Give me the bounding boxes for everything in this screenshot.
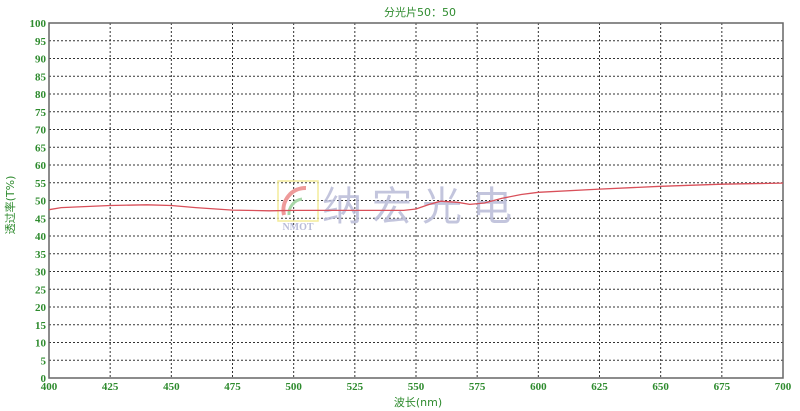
series-line bbox=[48, 182, 784, 212]
x-tick-label: 500 bbox=[285, 381, 302, 393]
x-axis-label: 波长(nm) bbox=[394, 396, 442, 409]
x-tick-label: 400 bbox=[41, 381, 58, 393]
x-tick-label: 550 bbox=[408, 381, 425, 393]
y-tick-label: 65 bbox=[35, 142, 47, 154]
y-tick-label: 50 bbox=[35, 196, 47, 208]
y-tick-label: 95 bbox=[35, 36, 47, 48]
y-tick-label: 35 bbox=[35, 249, 47, 261]
y-tick-label: 15 bbox=[35, 320, 47, 332]
y-tick-label: 60 bbox=[35, 160, 47, 172]
y-axis-label: 透过率(T%) bbox=[3, 176, 17, 235]
x-tick-label: 600 bbox=[530, 381, 547, 393]
x-tick-label: 650 bbox=[652, 381, 669, 393]
x-tick-label: 475 bbox=[224, 381, 241, 393]
y-tick-label: 80 bbox=[35, 89, 47, 101]
y-tick-label: 30 bbox=[35, 267, 47, 279]
x-tick-label: 525 bbox=[347, 381, 364, 393]
chart-title: 分光片50：50 bbox=[384, 5, 456, 19]
watermark-text: 纳宏光电 bbox=[322, 184, 522, 230]
x-tick-label: 425 bbox=[102, 381, 119, 393]
y-tick-label: 20 bbox=[35, 302, 47, 314]
watermark-logo-arc bbox=[287, 197, 303, 216]
y-tick-label: 25 bbox=[35, 284, 47, 296]
y-tick-label: 10 bbox=[35, 338, 47, 350]
y-tick-label: 85 bbox=[35, 71, 47, 83]
y-tick-label: 70 bbox=[35, 125, 47, 137]
y-tick-label: 45 bbox=[35, 213, 47, 225]
x-tick-label: 700 bbox=[775, 381, 792, 393]
y-tick-label: 55 bbox=[35, 178, 47, 190]
y-tick-label: 0 bbox=[41, 373, 47, 385]
y-tick-label: 40 bbox=[35, 231, 47, 243]
x-tick-label: 675 bbox=[714, 381, 731, 393]
watermark: NMOT 纳宏光电 bbox=[277, 180, 522, 233]
watermark-nmot: NMOT bbox=[282, 222, 313, 233]
x-tick-label: 450 bbox=[163, 381, 180, 393]
x-tick-label: 575 bbox=[469, 381, 486, 393]
watermark-logo-frame bbox=[277, 180, 319, 222]
x-tick-label: 625 bbox=[591, 381, 608, 393]
y-tick-label: 100 bbox=[30, 18, 47, 30]
plot-frame bbox=[48, 22, 784, 379]
y-tick-label: 75 bbox=[35, 107, 47, 119]
y-tick-label: 5 bbox=[41, 355, 47, 367]
y-tick-label: 90 bbox=[35, 54, 47, 66]
